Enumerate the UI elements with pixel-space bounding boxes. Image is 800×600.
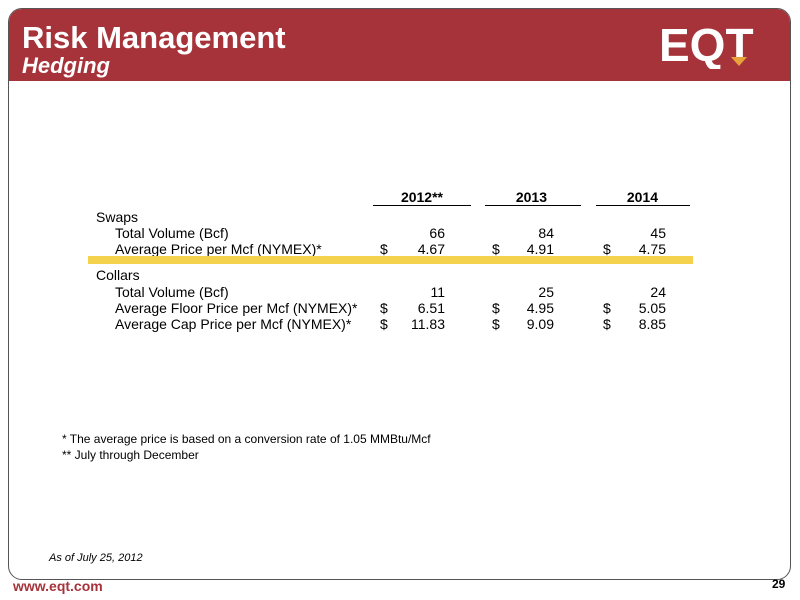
cell-value: 9.09 — [526, 316, 554, 332]
eqt-logo: EQT — [659, 19, 754, 69]
currency-symbol: $ — [492, 316, 500, 332]
column-rule-2014 — [596, 205, 690, 206]
currency-symbol: $ — [492, 300, 500, 316]
currency-symbol: $ — [603, 300, 611, 316]
row-label: Average Price per Mcf (NYMEX)* — [115, 241, 322, 257]
cell-value: 5.05 — [638, 300, 666, 316]
currency-symbol: $ — [380, 241, 388, 257]
footnote-conversion-rate: * The average price is based on a conver… — [62, 432, 431, 446]
currency-symbol: $ — [603, 241, 611, 257]
cell-value: 4.95 — [526, 300, 554, 316]
cell-value: 24 — [650, 284, 666, 300]
hedging-table: 2012** 2013 2014 Swaps Total Volume (Bcf… — [88, 189, 693, 332]
cell-value: 84 — [538, 225, 554, 241]
page-number: 29 — [772, 577, 786, 591]
footnote-period: ** July through December — [62, 448, 199, 462]
page-subtitle: Hedging — [22, 53, 110, 78]
column-header-2014: 2014 — [626, 189, 658, 205]
cell-value: 45 — [650, 225, 666, 241]
section-label-collars: Collars — [96, 267, 140, 283]
cell-value: 66 — [429, 225, 445, 241]
cell-value: 4.67 — [417, 241, 445, 257]
column-header-2012: 2012** — [400, 189, 443, 205]
column-rule-2012 — [373, 205, 471, 206]
cell-value: 6.51 — [417, 300, 445, 316]
cell-value: 4.91 — [526, 241, 554, 257]
column-rule-2013 — [485, 205, 581, 206]
website-link[interactable]: www.eqt.com — [13, 578, 103, 594]
row-label: Total Volume (Bcf) — [115, 284, 229, 300]
separator-highlight-band — [88, 256, 693, 264]
cell-value: 4.75 — [638, 241, 666, 257]
cell-value: 11 — [430, 284, 445, 300]
currency-symbol: $ — [380, 316, 388, 332]
as-of-date: As of July 25, 2012 — [49, 552, 143, 564]
row-label: Average Floor Price per Mcf (NYMEX)* — [115, 300, 358, 316]
row-label: Total Volume (Bcf) — [115, 225, 229, 241]
currency-symbol: $ — [380, 300, 388, 316]
cell-value: 8.85 — [638, 316, 666, 332]
currency-symbol: $ — [492, 241, 500, 257]
currency-symbol: $ — [603, 316, 611, 332]
slide-frame — [8, 8, 791, 580]
header-bar — [9, 9, 790, 81]
cell-value: 25 — [538, 284, 554, 300]
column-header-2013: 2013 — [515, 189, 547, 205]
page-title: Risk Management — [22, 20, 286, 55]
row-label: Average Cap Price per Mcf (NYMEX)* — [115, 316, 352, 332]
section-label-swaps: Swaps — [96, 209, 139, 225]
logo-accent-icon — [731, 57, 747, 66]
cell-value: 11.83 — [411, 316, 445, 332]
